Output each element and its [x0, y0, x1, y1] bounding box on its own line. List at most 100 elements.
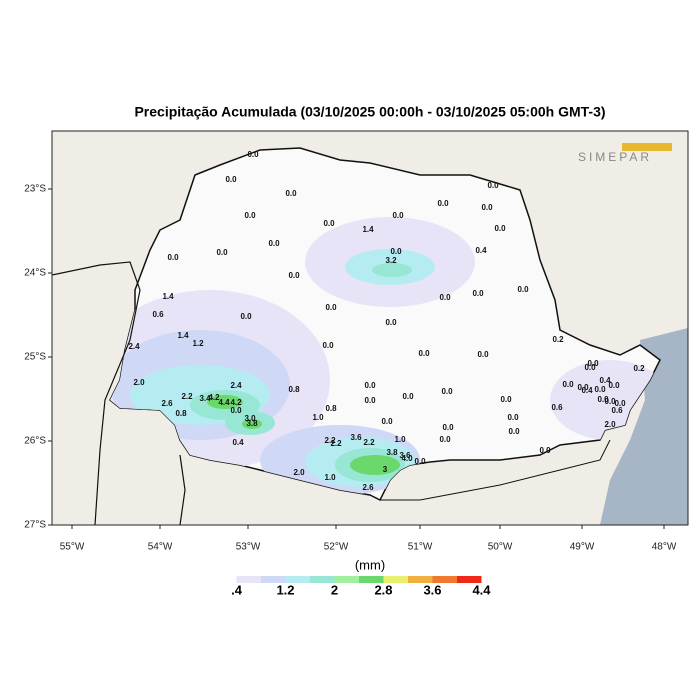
- station-value: 0.0: [577, 383, 589, 392]
- station-value: 0.0: [247, 150, 259, 159]
- station-value: 0.0: [477, 350, 489, 359]
- station-value: 3.6: [399, 451, 411, 460]
- station-value: 2.4: [230, 381, 242, 390]
- border: [179, 454, 186, 525]
- station-value: 1.0: [324, 473, 336, 482]
- station-value: 0.0: [584, 363, 596, 372]
- station-value: 0.0: [587, 359, 599, 368]
- legend-unit: (mm): [355, 557, 385, 572]
- station-value: 0.0: [439, 435, 451, 444]
- legend: .4 1.2 2 2.8 3.6 4.4: [212, 576, 491, 597]
- station-value: 1.4: [362, 225, 374, 234]
- station-value: 0.0: [322, 341, 334, 350]
- station-value: 0.0: [325, 303, 337, 312]
- logo: SIMEPAR: [578, 150, 652, 164]
- station-value: 3.8: [246, 419, 258, 428]
- legend-label: 4.4: [472, 582, 491, 597]
- ocean: [600, 328, 688, 525]
- station-labels: 0.00.00.00.00.01.40.00.0 0.00.00.00.00.00…: [128, 150, 645, 492]
- legend-label: 3.6: [423, 582, 441, 597]
- station-value: 0.0: [268, 239, 280, 248]
- station-value: 0.0: [390, 247, 402, 256]
- station-value: 0.0: [472, 289, 484, 298]
- station-value: 2.4: [128, 342, 140, 351]
- title: Precipitação Acumulada (03/10/2025 00:00…: [134, 104, 605, 120]
- station-value: 3.4: [199, 394, 211, 403]
- station-value: 2.0: [293, 468, 305, 477]
- station-value: 0.4: [581, 386, 593, 395]
- legend-swatch: [236, 576, 261, 583]
- station-value: 0.4: [232, 438, 244, 447]
- station-value: 0.4: [475, 246, 487, 255]
- lon-label: 55°W: [60, 542, 85, 553]
- lat-label: 27°S: [24, 520, 46, 531]
- station-value: 0.8: [175, 409, 187, 418]
- station-value: 4.2: [230, 398, 242, 407]
- station-value: 0.0: [381, 417, 393, 426]
- legend-swatch: [310, 576, 335, 583]
- station-value: 0.0: [494, 224, 506, 233]
- border: [380, 439, 611, 501]
- station-value: 3.8: [386, 448, 398, 457]
- station-value: 0.2: [552, 335, 564, 344]
- station-value: 0.0: [442, 423, 454, 432]
- map: SIMEPAR: [52, 131, 688, 525]
- station-value: 0.6: [611, 406, 623, 415]
- station-value: 0.0: [225, 175, 237, 184]
- station-value: 0.0: [437, 199, 449, 208]
- station-value: 0.6: [152, 310, 164, 319]
- station-value: 4.4: [218, 398, 230, 407]
- station-value: 0.0: [230, 406, 242, 415]
- station-value: 0.0: [439, 293, 451, 302]
- station-value: 0.0: [288, 271, 300, 280]
- station-value: 3: [383, 465, 388, 474]
- frame: [51, 130, 689, 526]
- station-value: 2.6: [362, 483, 374, 492]
- station-value: 1.2: [192, 339, 204, 348]
- lat-label: 23°S: [24, 184, 46, 195]
- station-value: 0.4: [599, 376, 611, 385]
- logo-mark: [622, 143, 672, 151]
- legend-swatch: [359, 576, 384, 583]
- station-value: 2.0: [133, 378, 145, 387]
- station-value: 4.2: [208, 393, 220, 402]
- legend-label: 2: [331, 582, 338, 597]
- station-value: 0.0: [240, 312, 252, 321]
- legend-label: .4: [231, 582, 243, 597]
- station-value: 0.0: [323, 219, 335, 228]
- station-value: 0.0: [500, 395, 512, 404]
- station-value: 1.0: [394, 435, 406, 444]
- station-value: 4.0: [401, 454, 413, 463]
- legend-swatch: [285, 576, 310, 583]
- station-value: 0.0: [385, 318, 397, 327]
- station-value: 2.2: [324, 436, 336, 445]
- station-value: 0.0: [216, 248, 228, 257]
- station-value: 0.6: [551, 403, 563, 412]
- station-value: 0.0: [487, 181, 499, 190]
- station-value: 0.0: [285, 189, 297, 198]
- station-value: 2.6: [161, 399, 173, 408]
- legend-swatch: [408, 576, 433, 583]
- station-value: 0.8: [288, 385, 300, 394]
- station-value: 2.2: [363, 438, 375, 447]
- legend-swatch: [457, 576, 482, 583]
- station-value: 1.4: [162, 292, 174, 301]
- border: [52, 261, 141, 525]
- station-value: 3.2: [385, 256, 397, 265]
- station-value: 0.0: [418, 349, 430, 358]
- legend-swatch: [212, 576, 237, 583]
- station-value: 3.6: [350, 433, 362, 442]
- station-value: 0.0: [364, 381, 376, 390]
- legend-label: 1.2: [276, 582, 294, 597]
- lat-label: 26°S: [24, 436, 46, 447]
- station-value: 0.0: [539, 446, 551, 455]
- legend-swatch: [432, 576, 457, 583]
- station-value: 0.0: [517, 285, 529, 294]
- station-value: 0.8: [325, 404, 337, 413]
- station-value: 2.0: [604, 420, 616, 429]
- station-value: 0.0: [614, 399, 626, 408]
- lon-label: 51°W: [408, 542, 433, 553]
- lon-label: 50°W: [488, 542, 513, 553]
- station-value: 0.0: [244, 211, 256, 220]
